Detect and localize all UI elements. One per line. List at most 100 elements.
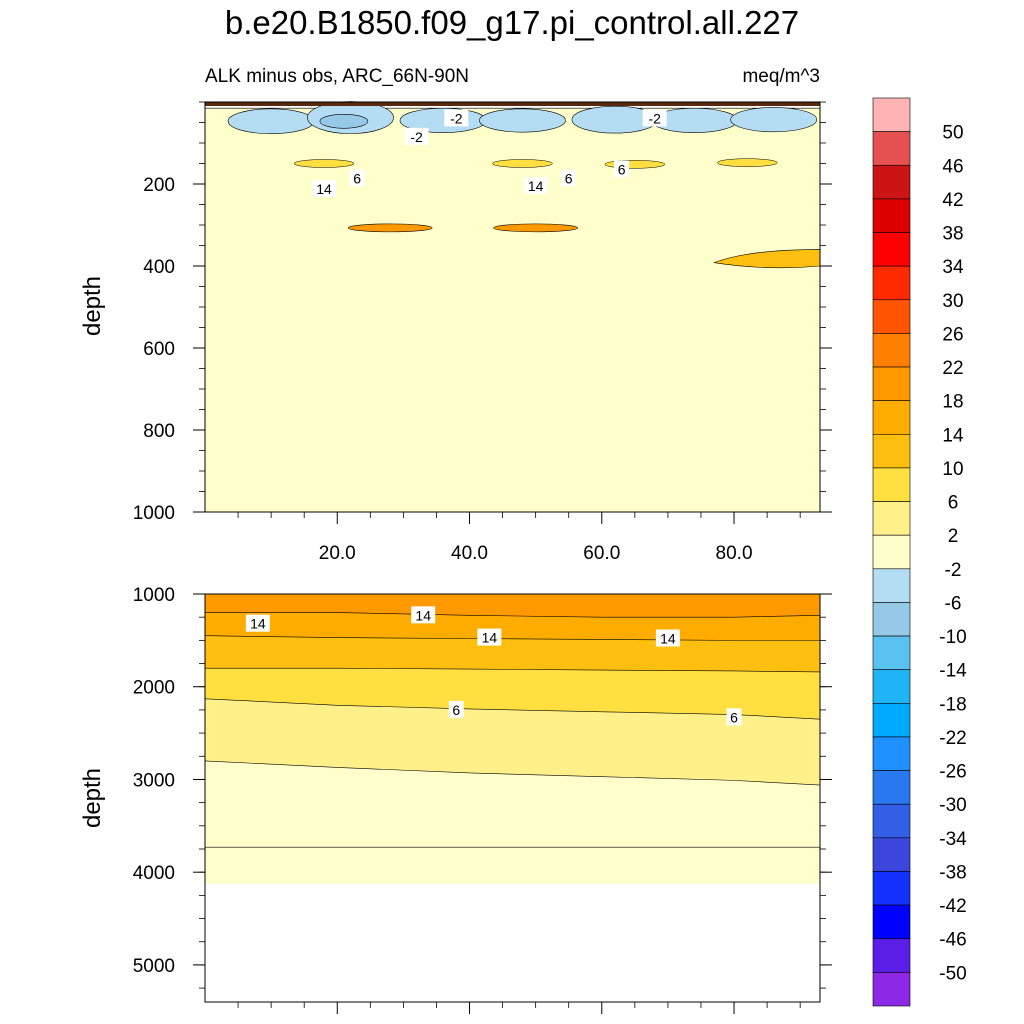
top-y-tick-label: 200: [143, 175, 175, 196]
top-band-negative-patch: [479, 108, 566, 133]
top-contour-label: 14: [316, 181, 332, 197]
top-contour-label-bg: [444, 109, 469, 127]
colorbar-label: 10: [942, 459, 963, 480]
top-y-tick-label: 1000: [133, 503, 175, 524]
top-band-streak: [293, 159, 355, 168]
colorbar-swatch: [872, 669, 911, 704]
colorbar-label: 18: [942, 392, 963, 413]
top-contour-label: -2: [450, 110, 463, 126]
colorbar-swatch: [872, 736, 911, 771]
bot-contour-label-bg: [245, 614, 270, 632]
top-band--2-2: [205, 108, 820, 513]
colorbar-swatch: [872, 265, 911, 301]
colorbar-label: 30: [942, 291, 963, 312]
top-contour-label: 6: [565, 171, 573, 187]
colorbar-label: 42: [942, 190, 963, 211]
top-y-tick-label: 400: [143, 257, 175, 278]
top-band-lobe: [713, 249, 821, 269]
top-band-deep-negative-patch: [319, 113, 369, 129]
top-contour-label: -2: [410, 129, 423, 145]
bot-contour-label: 14: [482, 630, 498, 646]
top-band-negative-patch: [730, 107, 818, 133]
top-x-tick-label: 20.0: [319, 543, 356, 564]
colorbar-swatch: [872, 803, 911, 839]
top-y-tick-label: 600: [143, 339, 175, 360]
bot-band--2-2: [205, 760, 820, 884]
colorbar-swatch: [872, 131, 911, 166]
top-x-tick-label: 80.0: [716, 543, 753, 564]
bot-contour-label: 14: [415, 607, 431, 623]
top-contour-label: 6: [353, 171, 361, 187]
colorbar-label: -18: [939, 694, 966, 715]
colorbar-label: -6: [945, 593, 962, 614]
colorbar-swatch: [872, 770, 911, 805]
colorbar-label: 50: [942, 123, 963, 144]
colorbar-label: -50: [939, 963, 966, 984]
bot-y-tick-label: 2000: [133, 678, 175, 699]
colorbar-swatch: [872, 433, 911, 469]
colorbar-swatch: [872, 467, 911, 502]
colorbar-swatch: [872, 299, 911, 334]
top-x-tick-label: 60.0: [583, 543, 620, 564]
top-x-tick-label: 40.0: [451, 543, 488, 564]
colorbar-swatch: [872, 837, 911, 872]
colorbar-swatch: [872, 366, 911, 401]
bot-y-tick-label: 5000: [133, 956, 175, 977]
bot-contour-label-bg: [411, 606, 436, 624]
colorbar-label: 34: [942, 257, 964, 278]
colorbar-label: -2: [945, 560, 962, 581]
bot-contour-label: 14: [250, 616, 266, 632]
top-band-lens: [493, 223, 578, 233]
colorbar-label: -46: [939, 930, 966, 951]
bot-contour-6-10: [205, 667, 821, 673]
top-band-negative-patch: [227, 108, 315, 135]
colorbar-label: -10: [939, 627, 966, 648]
colorbar-swatch: [872, 333, 911, 368]
top-band-streak: [604, 160, 666, 169]
top-band-streak: [717, 158, 778, 167]
colorbar-swatch: [872, 400, 911, 435]
top-y-tick-label: 800: [143, 421, 175, 442]
colorbar-swatch: [872, 534, 911, 570]
bot-contour-label: 6: [730, 709, 738, 725]
top-contour-label-bg: [523, 177, 548, 195]
top-panel: 200 400 600 800 1000 20.0 40.0 60.0 80.0 -2 -2 -2 6…: [79, 101, 832, 564]
colorbar-label: 26: [942, 324, 963, 345]
colorbar-label: -38: [939, 862, 966, 883]
colorbar-swatch: [872, 97, 911, 132]
top-contour-label: 6: [618, 162, 626, 178]
bottom-y-axis-label: depth: [79, 768, 106, 828]
bot-contour--2-2: [204, 760, 821, 786]
colorbar-label: -14: [939, 661, 967, 682]
colorbar-label: -34: [939, 829, 967, 850]
top-y-axis-label: depth: [79, 276, 106, 336]
colorbar-swatch: [872, 164, 911, 200]
colorbar: 50 46 42 38 34 30 26 22 18 14 10 6 2 -2 -6 -10 -14 -18 -22…: [872, 97, 967, 1007]
colorbar-swatch: [872, 602, 911, 637]
top-contour-label-bg: [404, 127, 429, 145]
bot-y-tick-label: 4000: [133, 863, 175, 884]
bot-frame: [204, 593, 821, 1003]
top-contour-label-bg: [561, 169, 577, 187]
top-contour-label: -2: [648, 110, 661, 126]
colorbar-swatch: [872, 703, 911, 738]
bottom-panel: 1000 2000 3000 4000 5000 14 14 14 14 6 6 depth: [79, 585, 832, 1014]
top-contour-label-bg: [312, 179, 337, 197]
colorbar-label: -26: [939, 762, 966, 783]
bot-y-tick-label: 1000: [133, 585, 175, 606]
bot-contour-label-bg: [448, 700, 464, 718]
colorbar-swatch: [872, 972, 911, 1007]
bot-contour-label: 14: [660, 631, 676, 647]
bot-contour-label-bg: [477, 628, 502, 646]
colorbar-label: -22: [939, 728, 966, 749]
colorbar-swatch: [872, 904, 911, 940]
bot-contour-10-14: [204, 635, 820, 641]
top-contour-label-bg: [614, 160, 630, 178]
colorbar-label: -42: [939, 896, 966, 917]
colorbar-label: -30: [939, 795, 966, 816]
colorbar-swatch: [872, 871, 911, 906]
bot-y-tick-label: 3000: [133, 770, 175, 791]
colorbar-swatch: [872, 938, 911, 973]
colorbar-label: 22: [942, 358, 963, 379]
